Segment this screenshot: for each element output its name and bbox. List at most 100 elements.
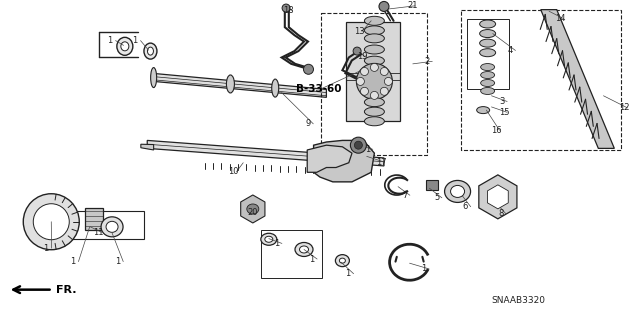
Text: 16: 16 (492, 126, 502, 135)
Circle shape (380, 87, 388, 95)
Ellipse shape (117, 37, 133, 55)
Bar (67, 211, 144, 239)
Circle shape (360, 87, 369, 95)
Polygon shape (541, 10, 614, 148)
Text: FR.: FR. (56, 285, 77, 295)
Text: 13: 13 (354, 27, 365, 36)
Circle shape (385, 78, 392, 85)
Circle shape (303, 64, 314, 74)
Ellipse shape (121, 42, 129, 51)
Circle shape (23, 194, 79, 250)
Circle shape (355, 141, 362, 149)
Text: 19: 19 (357, 52, 367, 61)
Text: SNAAB3320: SNAAB3320 (492, 296, 545, 305)
Ellipse shape (300, 246, 308, 253)
Text: 1: 1 (346, 269, 351, 278)
Text: 7: 7 (402, 191, 407, 200)
Circle shape (380, 68, 388, 76)
Text: 8: 8 (498, 209, 503, 218)
Ellipse shape (481, 71, 495, 78)
Ellipse shape (445, 181, 470, 203)
Text: 3: 3 (499, 97, 504, 106)
Polygon shape (147, 140, 384, 166)
Text: 6: 6 (463, 202, 468, 211)
Ellipse shape (364, 26, 385, 35)
Text: 17: 17 (376, 158, 387, 167)
Text: 4: 4 (508, 46, 513, 55)
Bar (261, 230, 322, 278)
Text: 12: 12 (620, 103, 630, 112)
Ellipse shape (479, 39, 495, 47)
Text: B-33-60: B-33-60 (296, 84, 342, 94)
Text: 15: 15 (499, 108, 509, 117)
Ellipse shape (335, 255, 349, 267)
Bar (426, 180, 438, 190)
Text: 1: 1 (115, 257, 120, 266)
Circle shape (350, 137, 366, 153)
Polygon shape (141, 144, 154, 150)
Ellipse shape (227, 75, 234, 93)
Ellipse shape (106, 221, 118, 232)
Bar (346, 22, 400, 121)
Text: 10: 10 (228, 167, 239, 176)
Circle shape (360, 68, 369, 76)
Ellipse shape (479, 20, 495, 28)
Ellipse shape (364, 16, 385, 25)
Text: 11: 11 (93, 228, 104, 237)
Polygon shape (307, 145, 352, 172)
Ellipse shape (150, 68, 157, 88)
Ellipse shape (247, 204, 259, 214)
Circle shape (371, 92, 378, 100)
Ellipse shape (481, 63, 495, 70)
Text: 9: 9 (305, 119, 310, 128)
Ellipse shape (295, 242, 313, 256)
Ellipse shape (479, 30, 495, 38)
Polygon shape (154, 73, 326, 97)
Text: 5: 5 (434, 193, 439, 202)
Text: 1: 1 (309, 255, 314, 263)
Text: 18: 18 (284, 6, 294, 15)
Text: 1: 1 (70, 257, 76, 266)
Ellipse shape (477, 107, 490, 114)
Polygon shape (488, 185, 508, 209)
Circle shape (379, 2, 389, 11)
Polygon shape (241, 195, 265, 223)
Text: 1: 1 (44, 244, 49, 253)
Bar (467, 19, 509, 89)
Circle shape (353, 47, 361, 55)
Circle shape (356, 78, 364, 85)
Circle shape (33, 204, 69, 240)
Text: 1: 1 (132, 36, 138, 45)
Text: 21: 21 (407, 1, 417, 10)
Text: 20: 20 (247, 208, 257, 217)
Ellipse shape (147, 47, 154, 55)
Text: 2: 2 (424, 57, 429, 66)
Ellipse shape (272, 79, 278, 97)
Ellipse shape (364, 45, 385, 54)
Ellipse shape (364, 117, 385, 126)
Polygon shape (479, 175, 517, 219)
Ellipse shape (364, 56, 385, 65)
Text: 1: 1 (108, 36, 113, 45)
Text: 1: 1 (365, 145, 370, 154)
Ellipse shape (481, 79, 495, 86)
Ellipse shape (481, 87, 495, 94)
Ellipse shape (265, 236, 273, 242)
Ellipse shape (339, 258, 346, 263)
Polygon shape (314, 140, 374, 182)
Ellipse shape (364, 107, 385, 116)
Circle shape (282, 4, 290, 12)
Text: 1: 1 (421, 264, 426, 273)
Ellipse shape (144, 43, 157, 59)
Ellipse shape (261, 233, 277, 245)
Bar (84, 208, 102, 230)
Text: 1: 1 (274, 239, 279, 248)
Ellipse shape (479, 49, 495, 57)
Ellipse shape (451, 185, 465, 197)
Ellipse shape (101, 217, 123, 237)
Text: 14: 14 (556, 14, 566, 23)
Circle shape (356, 63, 392, 100)
Circle shape (371, 63, 378, 71)
Ellipse shape (364, 34, 385, 43)
Ellipse shape (364, 98, 385, 107)
